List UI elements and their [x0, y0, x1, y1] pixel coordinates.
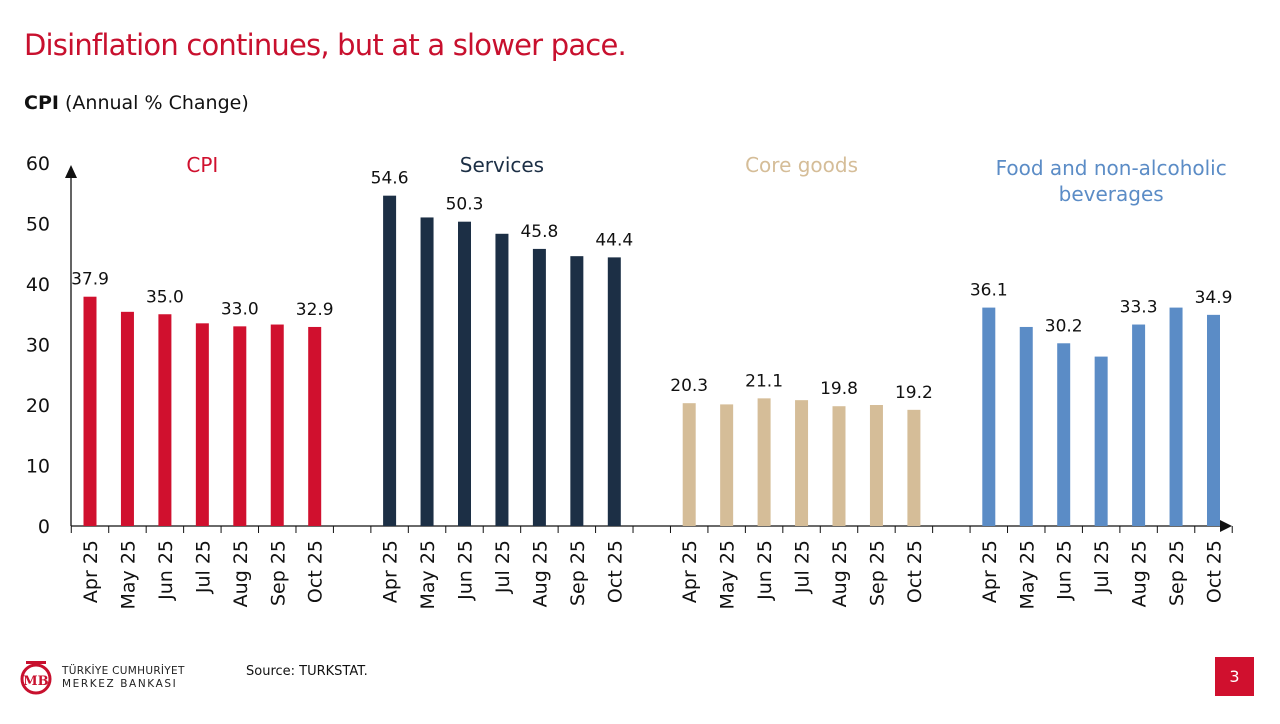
- svg-text:MB: MB: [23, 674, 48, 689]
- data-label: 30.2: [1045, 316, 1083, 336]
- bar-food-and-non-alcoholic-beverages-aug-25: [1132, 324, 1146, 526]
- y-tick-label: 20: [26, 395, 50, 417]
- x-tick-label: Apr 25: [679, 540, 701, 603]
- data-label: 32.9: [296, 300, 334, 320]
- page-number: 3: [1215, 657, 1254, 696]
- bar-cpi-oct-25: [308, 326, 322, 526]
- bar-core-goods-may-25: [720, 404, 734, 526]
- bar-chart: 0 10 20 30 40 50 60 CPI 37.9 Apr 25 May 25 35.0 Jun …: [26, 153, 1233, 610]
- chart-subtitle: CPI (Annual % Change): [24, 92, 249, 114]
- bar-cpi-jul-25: [195, 323, 209, 526]
- x-tick-label: Aug 25: [1129, 540, 1151, 607]
- bar-cpi-sep-25: [270, 324, 284, 526]
- central-bank-logo: MB TÜRKİYE CUMHURİYET MERKEZ BANKASI: [18, 660, 185, 696]
- subtitle-bold: CPI: [24, 92, 59, 114]
- bar-core-goods-apr-25: [682, 403, 696, 526]
- bar-core-goods-jun-25: [757, 398, 771, 526]
- x-tick-label: Jul 25: [1091, 540, 1113, 594]
- x-tick-label: Jun 25: [1054, 540, 1076, 601]
- bar-services-apr-25: [383, 195, 397, 527]
- x-tick-label: Sep 25: [866, 540, 888, 606]
- y-tick-label: 10: [26, 456, 50, 478]
- y-axis-arrow-icon: [65, 165, 77, 178]
- y-tick-label: 40: [26, 274, 50, 296]
- bar-food-and-non-alcoholic-beverages-sep-25: [1169, 307, 1183, 526]
- bar-core-goods-sep-25: [869, 405, 883, 526]
- y-tick-label: 0: [38, 516, 50, 538]
- data-label: 20.3: [670, 376, 708, 396]
- data-label: 34.9: [1195, 288, 1233, 308]
- x-tick-label: May 25: [1016, 540, 1038, 610]
- x-tick-label: Jul 25: [492, 540, 514, 594]
- bar-cpi-jun-25: [158, 314, 172, 526]
- data-label: 21.1: [745, 371, 783, 391]
- bar-services-oct-25: [607, 257, 621, 526]
- x-tick-label: Jul 25: [792, 540, 814, 594]
- bar-food-and-non-alcoholic-beverages-jun-25: [1057, 343, 1071, 526]
- source-note: Source: TURKSTAT.: [246, 664, 368, 679]
- bar-food-and-non-alcoholic-beverages-jul-25: [1094, 356, 1108, 526]
- bar-food-and-non-alcoholic-beverages-may-25: [1019, 326, 1033, 526]
- bar-food-and-non-alcoholic-beverages-apr-25: [982, 307, 996, 526]
- x-tick-label: May 25: [717, 540, 739, 610]
- x-axis-arrow-icon: [1220, 520, 1232, 532]
- bar-food-and-non-alcoholic-beverages-oct-25: [1207, 314, 1220, 526]
- x-tick-label: Aug 25: [230, 540, 252, 607]
- x-tick-label: May 25: [417, 540, 439, 610]
- bar-services-aug-25: [532, 248, 546, 526]
- data-label: 35.0: [146, 287, 184, 307]
- data-label: 44.4: [595, 230, 633, 250]
- bar-core-goods-oct-25: [907, 409, 921, 526]
- data-label: 19.2: [895, 383, 933, 403]
- series-title: beverages: [1059, 182, 1164, 206]
- x-tick-label: Jul 25: [192, 540, 214, 594]
- series-title: Core goods: [745, 153, 858, 177]
- data-label: 54.6: [371, 169, 409, 189]
- bar-cpi-apr-25: [83, 296, 97, 526]
- series-title: Services: [460, 153, 544, 177]
- y-tick-label: 60: [26, 153, 50, 175]
- x-tick-label: Oct 25: [604, 540, 626, 603]
- x-tick-label: Aug 25: [829, 540, 851, 607]
- x-tick-label: Apr 25: [979, 540, 1001, 603]
- x-tick-label: Sep 25: [267, 540, 289, 606]
- page-title: Disinflation continues, but at a slower …: [24, 28, 627, 62]
- x-tick-label: Jun 25: [155, 540, 177, 601]
- bar-services-jun-25: [458, 221, 471, 526]
- x-tick-label: Aug 25: [529, 540, 551, 607]
- bar-cpi-aug-25: [233, 326, 247, 526]
- data-label: 33.0: [221, 299, 259, 319]
- x-tick-label: Jun 25: [455, 540, 477, 601]
- x-tick-label: Sep 25: [567, 540, 589, 606]
- x-tick-label: Apr 25: [380, 540, 402, 603]
- bar-services-jul-25: [495, 233, 509, 526]
- data-label: 19.8: [820, 379, 858, 399]
- y-tick-label: 30: [26, 335, 50, 357]
- bar-core-goods-jul-25: [795, 400, 809, 526]
- x-tick-label: Oct 25: [904, 540, 926, 603]
- data-label: 33.3: [1120, 298, 1158, 318]
- bar-services-may-25: [420, 217, 434, 526]
- x-tick-label: May 25: [117, 540, 139, 610]
- data-label: 36.1: [970, 281, 1008, 301]
- y-tick-label: 50: [26, 214, 50, 236]
- logo-line2: MERKEZ BANKASI: [62, 678, 178, 690]
- data-label: 50.3: [446, 195, 484, 215]
- subtitle-rest: (Annual % Change): [58, 92, 249, 114]
- x-tick-label: Oct 25: [305, 540, 327, 603]
- x-tick-label: Jun 25: [754, 540, 776, 601]
- bar-services-sep-25: [570, 256, 584, 526]
- data-label: 45.8: [520, 222, 558, 242]
- logo-line1: TÜRKİYE CUMHURİYET: [62, 665, 185, 677]
- data-label: 37.9: [71, 270, 109, 290]
- x-tick-label: Oct 25: [1204, 540, 1226, 603]
- bar-core-goods-aug-25: [832, 406, 846, 526]
- x-tick-label: Apr 25: [80, 540, 102, 603]
- series-title: CPI: [186, 153, 218, 177]
- bar-cpi-may-25: [120, 311, 134, 526]
- series-title: Food and non-alcoholic: [996, 156, 1227, 180]
- tcmb-emblem-icon: MB: [20, 661, 52, 695]
- x-tick-label: Sep 25: [1166, 540, 1188, 606]
